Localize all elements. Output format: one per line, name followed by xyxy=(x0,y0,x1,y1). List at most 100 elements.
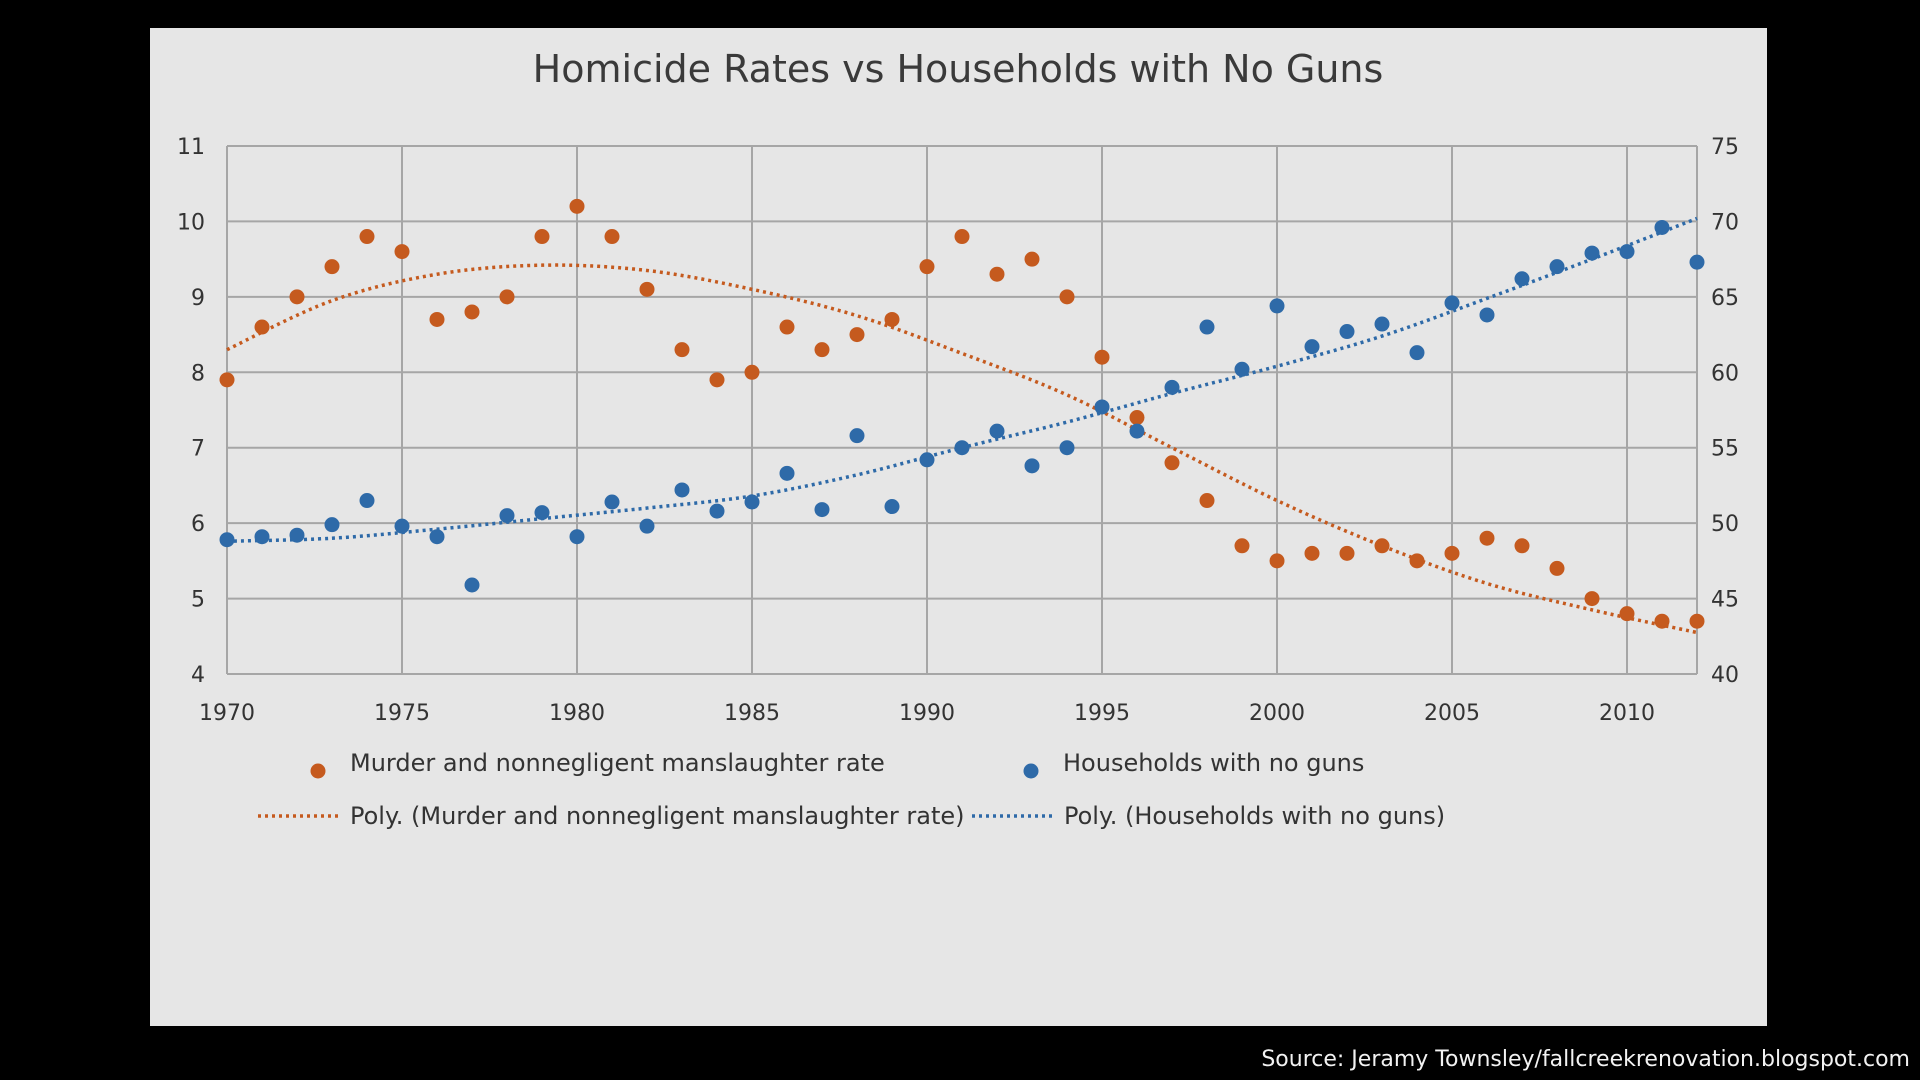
x-tick-label: 1975 xyxy=(374,701,430,726)
y-right-tick-label: 65 xyxy=(1711,286,1739,311)
no-guns-point xyxy=(1304,339,1320,355)
no-guns-point xyxy=(1059,440,1075,456)
murder-rate-point xyxy=(639,281,655,297)
no-guns-point xyxy=(1549,259,1565,275)
no-guns-point xyxy=(219,532,235,548)
murder-rate-point xyxy=(499,289,515,305)
y-right-tick-label: 60 xyxy=(1711,361,1739,386)
y-right-tick-label: 40 xyxy=(1711,663,1739,688)
no-guns-point xyxy=(499,508,515,524)
legend-marker xyxy=(310,763,326,779)
murder-rate-point xyxy=(1479,530,1495,546)
y-left-tick-label: 4 xyxy=(191,663,205,688)
murder-rate-point xyxy=(1584,591,1600,607)
murder-rate-point xyxy=(1654,613,1670,629)
murder-rate-point xyxy=(1129,410,1145,426)
no-guns-point xyxy=(1479,307,1495,323)
murder-rate-point xyxy=(709,372,725,388)
murder-rate-point xyxy=(1514,538,1530,554)
y-right-tick-label: 70 xyxy=(1711,210,1739,235)
murder-rate-point xyxy=(324,259,340,275)
x-tick-label: 2010 xyxy=(1599,701,1655,726)
no-guns-point xyxy=(1514,271,1530,287)
y-left-tick-label: 7 xyxy=(191,437,205,462)
y-left-tick-label: 10 xyxy=(177,210,205,235)
murder-rate-point xyxy=(429,311,445,327)
chart-panel: Homicide Rates vs Households with No Gun… xyxy=(150,28,1767,1026)
no-guns-point xyxy=(1374,316,1390,332)
murder-rate-point xyxy=(219,372,235,388)
no-guns-point xyxy=(1409,345,1425,361)
murder-rate-point xyxy=(1094,349,1110,365)
no-guns-point xyxy=(569,529,585,545)
murder-rate-point xyxy=(604,229,620,245)
legend-label: Murder and nonnegligent manslaughter rat… xyxy=(350,749,885,777)
no-guns-point xyxy=(464,577,480,593)
no-guns-point xyxy=(709,503,725,519)
no-guns-point xyxy=(429,529,445,545)
x-tick-label: 1980 xyxy=(549,701,605,726)
axis-labels: 4 40 5 45 6 50 7 55 8 60 9 65 10 70 11 75 1970 1975 1980 19… xyxy=(177,135,1739,726)
no-guns-point xyxy=(744,494,760,510)
murder-rate-point xyxy=(919,259,935,275)
murder-rate-point xyxy=(569,198,585,214)
y-right-tick-label: 50 xyxy=(1711,512,1739,537)
murder-rate-point xyxy=(1164,455,1180,471)
no-guns-point xyxy=(849,428,865,444)
no-guns-point xyxy=(989,423,1005,439)
no-guns-point xyxy=(324,517,340,533)
murder-rate-point xyxy=(1374,538,1390,554)
y-right-tick-label: 45 xyxy=(1711,588,1739,613)
y-left-tick-label: 9 xyxy=(191,286,205,311)
x-tick-label: 1995 xyxy=(1074,701,1130,726)
chart-title: Homicide Rates vs Households with No Gun… xyxy=(533,47,1384,91)
y-right-tick-label: 55 xyxy=(1711,437,1739,462)
no-guns-point xyxy=(534,505,550,521)
no-guns-point xyxy=(1164,379,1180,395)
no-guns-point xyxy=(779,465,795,481)
no-guns-point xyxy=(814,502,830,518)
murder-rate-point xyxy=(849,327,865,343)
murder-rate-point xyxy=(884,311,900,327)
murder-rate-point xyxy=(1689,613,1705,629)
y-right-tick-label: 75 xyxy=(1711,135,1739,160)
murder-rate-point xyxy=(1199,493,1215,509)
grid xyxy=(226,145,1698,675)
no-guns-point xyxy=(1689,254,1705,270)
murder-rate-point xyxy=(814,342,830,358)
no-guns-point xyxy=(1339,324,1355,340)
murder-rate-point xyxy=(1304,545,1320,561)
murder-rate-point xyxy=(1444,545,1460,561)
no-guns-point xyxy=(1234,361,1250,377)
no-guns-point xyxy=(1094,399,1110,415)
no-guns-point xyxy=(1654,219,1670,235)
murder-rate-point xyxy=(1059,289,1075,305)
no-guns-point xyxy=(359,493,375,509)
y-left-tick-label: 5 xyxy=(191,588,205,613)
murder-rate-trendline xyxy=(226,263,1698,635)
murder-rate-point xyxy=(744,364,760,380)
data-points xyxy=(219,198,1705,629)
x-tick-label: 1970 xyxy=(199,701,255,726)
trendlines xyxy=(226,216,1698,635)
no-guns-point xyxy=(1444,295,1460,311)
no-guns-point xyxy=(604,494,620,510)
legend-label: Poly. (Murder and nonnegligent manslaugh… xyxy=(350,802,965,830)
murder-rate-point xyxy=(989,266,1005,282)
x-tick-label: 2005 xyxy=(1424,701,1480,726)
no-guns-point xyxy=(1619,244,1635,260)
no-guns-point xyxy=(1269,298,1285,314)
no-guns-point xyxy=(639,518,655,534)
no-guns-point xyxy=(919,452,935,468)
murder-rate-point xyxy=(1339,545,1355,561)
murder-rate-point xyxy=(1549,560,1565,576)
x-tick-label: 2000 xyxy=(1249,701,1305,726)
no-guns-point xyxy=(289,527,305,543)
murder-rate-point xyxy=(359,229,375,245)
legend-label: Households with no guns xyxy=(1063,749,1364,777)
no-guns-point xyxy=(1199,319,1215,335)
murder-rate-point xyxy=(534,229,550,245)
legend-marker xyxy=(1023,763,1039,779)
legend: Murder and nonnegligent manslaughter rat… xyxy=(258,749,1445,830)
legend-label: Poly. (Households with no guns) xyxy=(1064,802,1445,830)
